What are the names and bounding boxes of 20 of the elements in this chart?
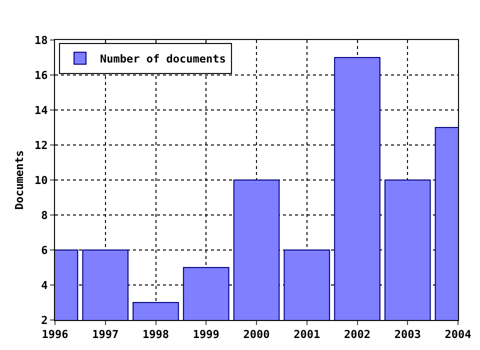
x-tick-label: 2001: [294, 328, 320, 342]
x-tick-label: 1998: [142, 328, 169, 342]
y-tick-label: 12: [34, 138, 48, 152]
y-tick-label: 10: [34, 174, 48, 187]
y-tick-label: 2: [41, 314, 48, 327]
y-tick-label: 4: [41, 278, 48, 292]
legend-label: Number of documents: [100, 52, 226, 66]
y-tick-label: 8: [41, 208, 48, 222]
x-tick-label: 2004: [444, 328, 472, 342]
x-tick-label: 1996: [42, 328, 69, 342]
y-tick-label: 14: [34, 104, 48, 117]
y-tick-label: 6: [41, 244, 48, 257]
y-tick-label: 18: [34, 34, 48, 47]
y-tick-label: 16: [34, 68, 48, 82]
x-tick-label: 1997: [92, 328, 119, 342]
y-axis-title: Documents: [13, 150, 26, 210]
x-tick-label: 2000: [243, 328, 270, 342]
x-tick-label: 2003: [394, 328, 421, 342]
x-tick-label: 1999: [192, 328, 220, 342]
x-tick-label: 2002: [344, 328, 370, 342]
